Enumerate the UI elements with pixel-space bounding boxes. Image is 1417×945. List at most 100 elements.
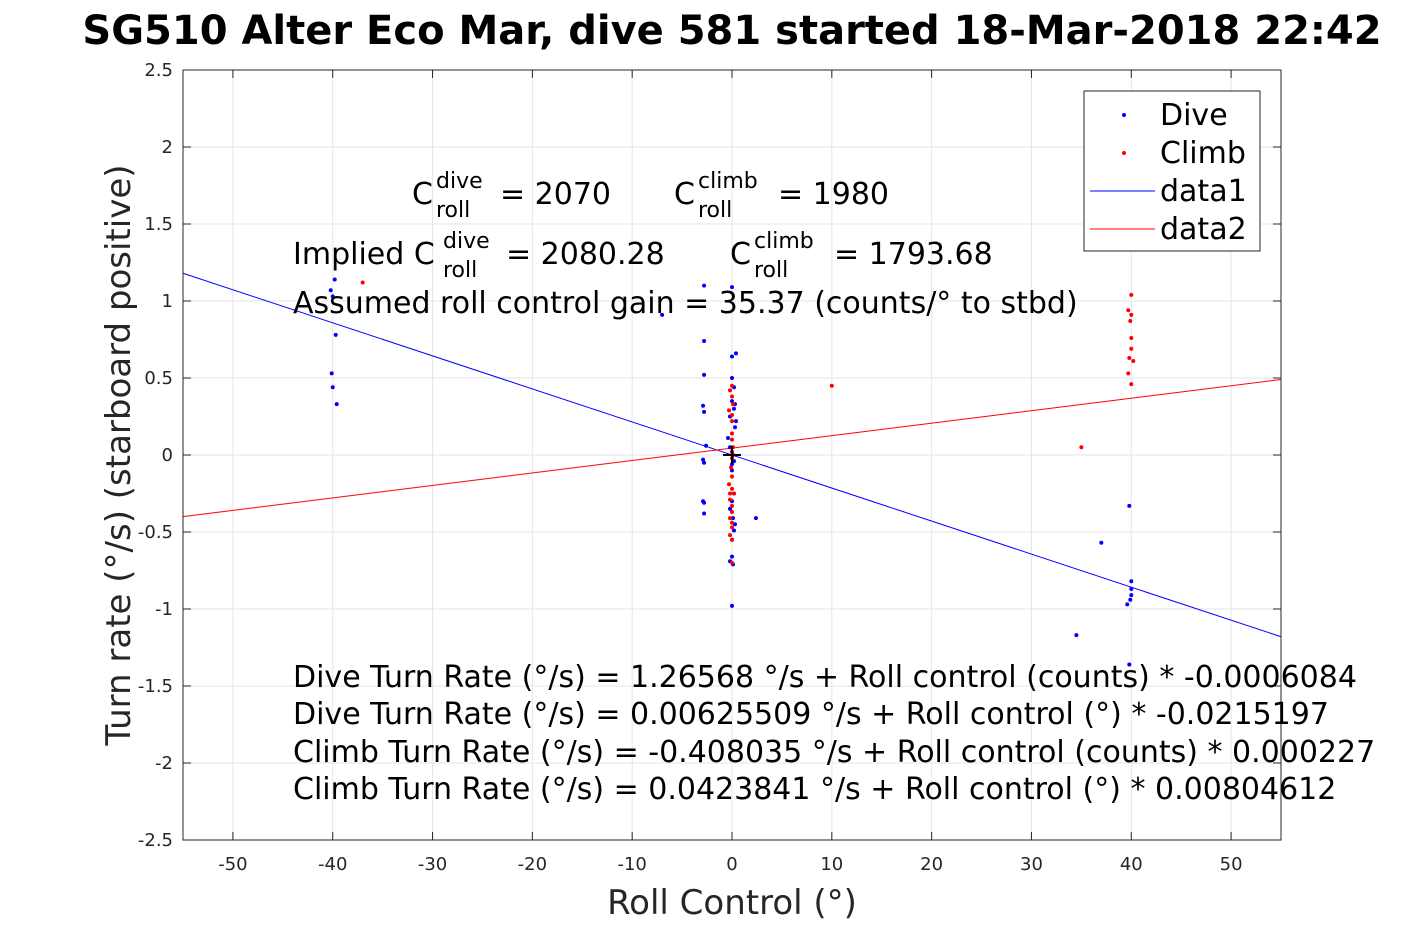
climb-point: [730, 437, 734, 442]
dive-point: [730, 376, 734, 380]
x-tick-label: -40: [318, 854, 347, 875]
climb-point: [730, 560, 734, 565]
dive-point: [660, 312, 665, 317]
climb-point: [730, 419, 734, 424]
dive-point: [329, 371, 334, 376]
dive-point: [732, 425, 737, 430]
dive-point: [328, 288, 333, 293]
climb-point: [1129, 382, 1134, 387]
climb-point: [1131, 359, 1136, 364]
climb-point: [728, 516, 733, 521]
dive-point: [333, 332, 338, 337]
dive-point: [702, 283, 707, 288]
y-tick-label: -2: [155, 753, 173, 774]
dive-point: [704, 443, 709, 448]
climb-point: [730, 525, 734, 530]
dive-point: [731, 406, 736, 411]
climb-point: [1129, 292, 1134, 297]
implied-climb-subscript: roll: [754, 258, 788, 283]
x-tick-label: 0: [726, 854, 737, 875]
legend-data2-label: data2: [1160, 212, 1247, 247]
legend-box: [1083, 90, 1261, 252]
c-dive-subscript: roll: [436, 198, 470, 223]
implied-c-roll-annotation: Implied C dive roll = 2080.28 C climb ro…: [293, 229, 993, 283]
legend: Dive Climb data1 data2: [1083, 90, 1261, 252]
dive-point: [730, 354, 734, 359]
dive-point: [330, 294, 335, 299]
legend-climb-label: Climb: [1160, 136, 1246, 171]
dive-point: [702, 372, 707, 377]
dive-point: [702, 500, 707, 505]
y-axis-label: Turn rate (°/s) (starboard positive): [99, 164, 139, 746]
climb-point: [730, 537, 734, 542]
climb-point: [1127, 355, 1132, 360]
climb-point: [730, 474, 734, 479]
y-tick-label: 1.5: [144, 214, 173, 235]
x-tick-label: 20: [920, 854, 943, 875]
dive-point: [702, 339, 707, 344]
gain-annotation: Assumed roll control gain = 35.37 (count…: [293, 286, 1078, 321]
x-tick-label: 10: [820, 854, 843, 875]
x-tick-label: -50: [218, 854, 247, 875]
implied-dive-value: = 2080.28: [506, 237, 665, 272]
legend-climb-marker: [1122, 151, 1126, 155]
c-climb-value: = 1980: [778, 177, 889, 212]
chart-title: SG510 Alter Eco Mar, dive 581 started 18…: [82, 8, 1381, 54]
climb-point: [727, 482, 732, 487]
dive-point: [334, 402, 339, 407]
x-axis-label: Roll Control (°): [607, 883, 857, 923]
c-climb-superscript: climb: [698, 169, 758, 194]
y-tick-label: -0.5: [138, 522, 173, 543]
dive-point: [1129, 593, 1134, 598]
legend-dive-label: Dive: [1160, 98, 1228, 133]
c-climb-subscript: roll: [698, 198, 732, 223]
dive-point: [1074, 633, 1079, 638]
c-dive-superscript: dive: [436, 169, 483, 194]
climb-point: [1126, 371, 1131, 376]
dive-point: [730, 516, 735, 521]
dive-point: [701, 403, 706, 408]
dive-point: [1129, 586, 1134, 591]
x-tick-label: -30: [418, 854, 447, 875]
y-tick-label: -1.5: [138, 676, 173, 697]
x-tick-label: -10: [617, 854, 646, 875]
dive-point: [730, 603, 734, 608]
climb-point: [730, 520, 734, 525]
climb-point: [730, 394, 734, 399]
dive-point: [730, 554, 734, 559]
legend-dive-marker: [1122, 113, 1126, 117]
dive-point: [732, 522, 737, 527]
dive-point: [1127, 662, 1132, 667]
legend-data1-label: data1: [1160, 174, 1247, 209]
dive-point: [1129, 579, 1134, 584]
dive-point: [1125, 602, 1130, 607]
dive-point: [332, 277, 337, 282]
y-tick-label: -1: [155, 599, 173, 620]
climb-point: [728, 497, 733, 502]
x-tick-label: 30: [1020, 854, 1043, 875]
c-climb-symbol: C: [674, 177, 695, 212]
climb-point: [727, 408, 732, 413]
dive-point: [731, 528, 736, 533]
climb-point: [1129, 312, 1134, 317]
climb-point: [1129, 346, 1134, 351]
climb-point: [728, 388, 733, 393]
climb-point: [730, 503, 734, 508]
x-tick-labels: -50 -40 -30 -20 -10 0 10 20 30 40 50: [218, 854, 1242, 875]
dive-point: [733, 419, 738, 424]
climb-point: [730, 431, 734, 436]
climb-point: [829, 383, 834, 388]
c-dive-value: = 2070: [500, 177, 611, 212]
y-tick-label: 1: [162, 291, 173, 312]
implied-climb-value: = 1793.68: [834, 237, 993, 272]
climb-point: [360, 280, 365, 285]
dive-point: [701, 457, 706, 462]
climb-point: [731, 491, 736, 496]
implied-climb-superscript: climb: [754, 229, 814, 254]
climb-point: [1128, 319, 1133, 324]
dive-point: [733, 351, 738, 356]
y-tick-label: 0: [162, 445, 173, 466]
climb-point: [730, 402, 735, 407]
center-marker: [723, 446, 741, 464]
